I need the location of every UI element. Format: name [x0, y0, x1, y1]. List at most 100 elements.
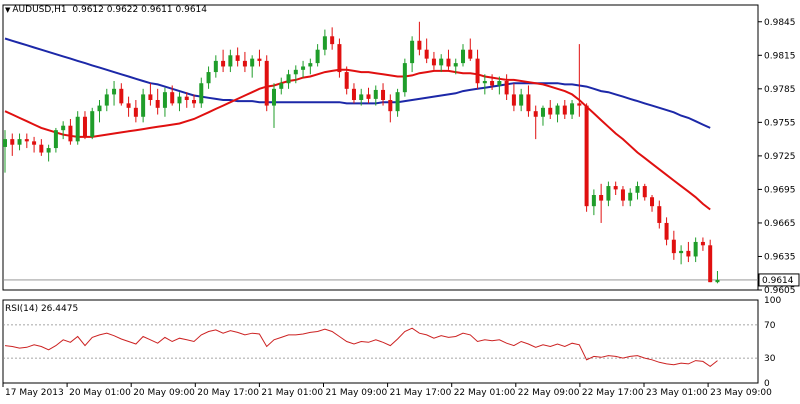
- candle-body: [315, 49, 320, 64]
- candle-body: [482, 81, 487, 84]
- candle-body: [10, 139, 15, 145]
- rsi-axis-label: 0: [764, 379, 770, 389]
- candle-body: [635, 186, 640, 193]
- candle-body: [337, 44, 342, 73]
- candle-body: [410, 40, 415, 64]
- candle-body: [708, 245, 713, 283]
- candle-body: [279, 83, 284, 89]
- candle-body: [271, 88, 276, 106]
- candle-body: [46, 148, 51, 153]
- time-axis-label: 20 May 17:00: [197, 388, 259, 398]
- candle-body: [293, 69, 298, 75]
- candle-body: [162, 92, 167, 108]
- close-value: 0.9614: [175, 5, 208, 15]
- candle-body: [381, 89, 386, 100]
- candle-body: [126, 103, 131, 108]
- fast-moving-average-line: [4, 68, 711, 211]
- candle-body: [388, 100, 393, 112]
- high-value: 0.9622: [106, 5, 139, 15]
- time-axis-label: 21 May 17:00: [390, 388, 452, 398]
- candle-body: [301, 66, 306, 70]
- candle-body: [650, 197, 655, 207]
- candle-body: [3, 139, 7, 147]
- candle-body: [322, 36, 327, 50]
- candle-body: [431, 58, 436, 66]
- candle-body: [620, 189, 625, 201]
- candle-body: [700, 241, 705, 246]
- candle-body: [344, 72, 349, 89]
- time-axis-label: 17 May 2013: [5, 388, 64, 398]
- time-axis-label: 22 May 01:00: [454, 388, 516, 398]
- candle-body: [112, 88, 117, 95]
- rsi-axis-label: 70: [764, 321, 776, 331]
- candle-body: [526, 94, 531, 112]
- price-axis-label: 0.9785: [764, 85, 796, 95]
- candle-body: [39, 144, 44, 153]
- current-price-label: 0.9614: [762, 276, 794, 286]
- candle-body: [446, 58, 451, 67]
- time-axis-label: 22 May 09:00: [518, 388, 580, 398]
- candle-body: [511, 94, 516, 106]
- candle-body: [104, 94, 109, 106]
- candle-body: [206, 72, 211, 84]
- candle-body: [119, 88, 124, 104]
- candle-body: [519, 94, 524, 106]
- open-value: 0.9612: [72, 5, 104, 15]
- candle-body: [82, 116, 87, 137]
- candle-body: [199, 83, 204, 104]
- candle-body: [213, 60, 218, 73]
- candle-body: [686, 250, 691, 257]
- candle-body: [308, 63, 313, 67]
- candle-body: [170, 92, 175, 104]
- candle-body: [606, 186, 611, 201]
- candle-body: [221, 60, 226, 67]
- time-axis-label: 20 May 01:00: [69, 388, 131, 398]
- candle-body: [570, 103, 575, 115]
- candle-body: [548, 107, 553, 115]
- candle-body: [177, 96, 182, 104]
- candle-body: [453, 63, 458, 67]
- candle-body: [257, 58, 262, 61]
- dropdown-triangle-icon[interactable]: ▼: [5, 6, 11, 14]
- candle-body: [599, 195, 604, 201]
- time-axis-label: 21 May 09:00: [326, 388, 388, 398]
- price-pane-frame: [2, 4, 759, 291]
- candle-body: [148, 94, 153, 100]
- candle-body: [540, 107, 545, 117]
- candle-body: [68, 125, 73, 142]
- candle-body: [133, 107, 138, 117]
- candle-body: [90, 111, 95, 137]
- price-axis-label: 0.9845: [764, 18, 796, 28]
- candle-body: [417, 40, 422, 50]
- candle-body: [468, 49, 473, 59]
- candle-body: [359, 94, 364, 100]
- candle-body: [17, 139, 22, 145]
- rsi-pane-frame: [2, 299, 759, 384]
- candle-body: [395, 92, 400, 112]
- candle-body: [424, 49, 429, 59]
- candle-body: [402, 63, 407, 93]
- candle-body: [577, 103, 582, 106]
- price-axis-label: 0.9695: [764, 185, 796, 195]
- candle-body: [141, 94, 146, 117]
- candle-body: [439, 58, 444, 66]
- candle-body: [228, 55, 233, 67]
- candle-body: [75, 116, 80, 142]
- candle-body: [61, 125, 66, 131]
- time-axis-label: 23 May 01:00: [646, 388, 708, 398]
- candle-body: [97, 105, 102, 112]
- rsi-axis-label: 30: [764, 354, 776, 364]
- candle-body: [235, 55, 240, 61]
- price-axis-label: 0.9815: [764, 51, 796, 61]
- candle-body: [715, 279, 720, 283]
- candle-body: [497, 81, 502, 86]
- candle-body: [264, 60, 269, 106]
- candle-body: [504, 81, 509, 95]
- candle-body: [351, 88, 356, 100]
- candle-body: [657, 206, 662, 223]
- candle-body: [24, 139, 29, 142]
- candle-body: [490, 81, 495, 86]
- candle-body: [155, 100, 160, 108]
